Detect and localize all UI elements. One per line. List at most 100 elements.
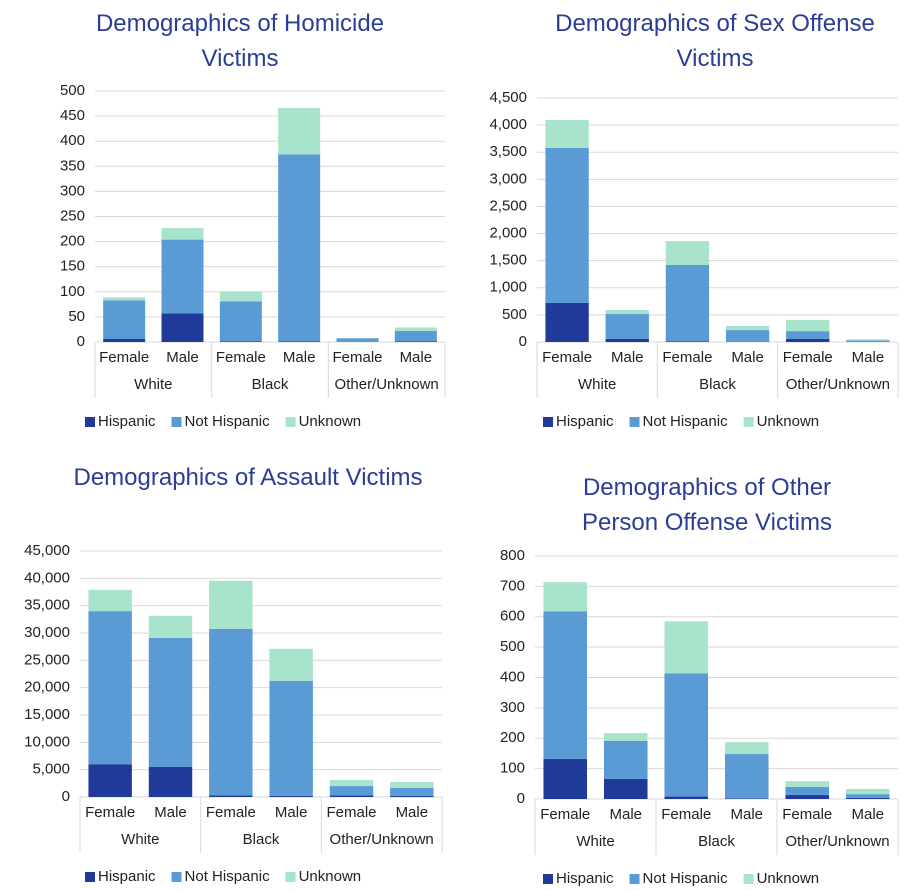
y-tick-label: 500 [500, 638, 525, 655]
bar-segment [664, 621, 709, 674]
y-tick-label: 1,000 [489, 279, 527, 296]
bar-segment [209, 795, 253, 797]
bar-segment [88, 611, 132, 765]
x-tick-label: Female [661, 806, 711, 823]
y-tick-label: 3,500 [489, 143, 527, 160]
legend-label: Not Hispanic [643, 413, 729, 430]
y-tick-label: 10,000 [24, 733, 70, 750]
bar-segment [786, 331, 830, 339]
y-tick-label: 200 [60, 233, 85, 250]
bar-segment [278, 341, 321, 342]
bar-segment [161, 228, 204, 240]
bar-segment [545, 302, 589, 342]
legend-label: Not Hispanic [185, 868, 271, 885]
bar-segment [219, 341, 262, 342]
x-tick-label: Male [852, 349, 885, 366]
bar-segment [786, 320, 830, 332]
legend-label: Not Hispanic [643, 870, 729, 887]
y-tick-label: 5,000 [32, 761, 70, 778]
bar-segment [278, 154, 321, 342]
legend-label: Unknown [299, 868, 362, 885]
x-tick-label: Female [326, 804, 376, 821]
group-label: Black [252, 376, 289, 393]
y-tick-label: 600 [500, 608, 525, 625]
group-label: Black [243, 831, 280, 848]
bar-segment [219, 291, 262, 302]
bar-segment [545, 119, 589, 148]
bar-segment [665, 341, 710, 342]
chart-title: Demographics of Homicide Victims [95, 10, 385, 72]
legend-swatch [543, 417, 553, 427]
y-tick-label: 20,000 [24, 679, 70, 696]
bar-segment [269, 648, 313, 681]
y-tick-label: 40,000 [24, 569, 70, 586]
x-tick-label: Female [206, 804, 256, 821]
y-tick-label: 3,000 [489, 170, 527, 187]
bar-segment [845, 797, 890, 799]
bar-segment [725, 326, 770, 331]
y-tick-label: 350 [60, 157, 85, 174]
legend-label: Unknown [757, 870, 820, 887]
y-tick-label: 250 [60, 207, 85, 224]
bar-segment [603, 778, 648, 799]
bar-segment [329, 795, 374, 797]
bar-segment [394, 341, 437, 342]
bar-segment [103, 338, 146, 342]
bar-segment [603, 733, 648, 741]
group-label: Other/Unknown [786, 376, 890, 393]
y-tick-label: 500 [502, 306, 527, 323]
y-tick-label: 100 [60, 283, 85, 300]
bar-segment [846, 339, 890, 341]
legend-swatch [743, 874, 754, 884]
x-tick-label: Male [396, 804, 429, 821]
bar-segment [724, 742, 769, 755]
legend-swatch [285, 417, 296, 427]
bar-segment [329, 786, 374, 796]
group-label: White [576, 833, 614, 850]
bar-segment [845, 794, 890, 798]
x-tick-label: Female [99, 349, 149, 366]
bar-segment [543, 611, 588, 759]
y-tick-label: 30,000 [24, 624, 70, 641]
group-label: Black [698, 833, 735, 850]
x-tick-label: Female [332, 349, 382, 366]
x-tick-label: Male [283, 349, 316, 366]
y-tick-label: 1,500 [489, 252, 527, 269]
bar-segment [845, 788, 890, 795]
x-tick-label: Male [731, 349, 764, 366]
x-tick-label: Male [609, 806, 642, 823]
legend-swatch [85, 417, 95, 427]
bar-segment [336, 337, 379, 339]
x-tick-label: Male [400, 349, 433, 366]
legend-swatch [629, 417, 640, 427]
legend-label: Hispanic [556, 413, 614, 430]
x-tick-label: Male [851, 806, 884, 823]
bar-segment [605, 338, 649, 342]
group-label: Other/Unknown [785, 833, 889, 850]
legend-label: Hispanic [98, 413, 156, 430]
bar-segment [664, 796, 709, 799]
x-tick-label: Female [662, 349, 712, 366]
bar-segment [329, 780, 374, 787]
y-tick-label: 35,000 [24, 597, 70, 614]
bar-segment [846, 340, 890, 342]
legend-swatch [543, 874, 553, 884]
legend-swatch [743, 417, 754, 427]
y-tick-label: 0 [519, 333, 527, 350]
bar-segment [605, 314, 649, 339]
bar-segment [394, 327, 437, 331]
legend-swatch [171, 872, 182, 882]
chart-title: Demographics of Assault Victims [73, 464, 423, 491]
bar-segment [724, 754, 769, 799]
group-label: White [578, 376, 616, 393]
legend-label: Unknown [299, 413, 362, 430]
bar-segment [664, 673, 709, 797]
bar-segment [148, 637, 193, 767]
legend-swatch [629, 874, 640, 884]
y-tick-label: 450 [60, 107, 85, 124]
x-tick-label: Male [154, 804, 187, 821]
y-tick-label: 2,500 [489, 197, 527, 214]
y-tick-label: 0 [62, 788, 70, 805]
bar-segment [88, 764, 132, 797]
